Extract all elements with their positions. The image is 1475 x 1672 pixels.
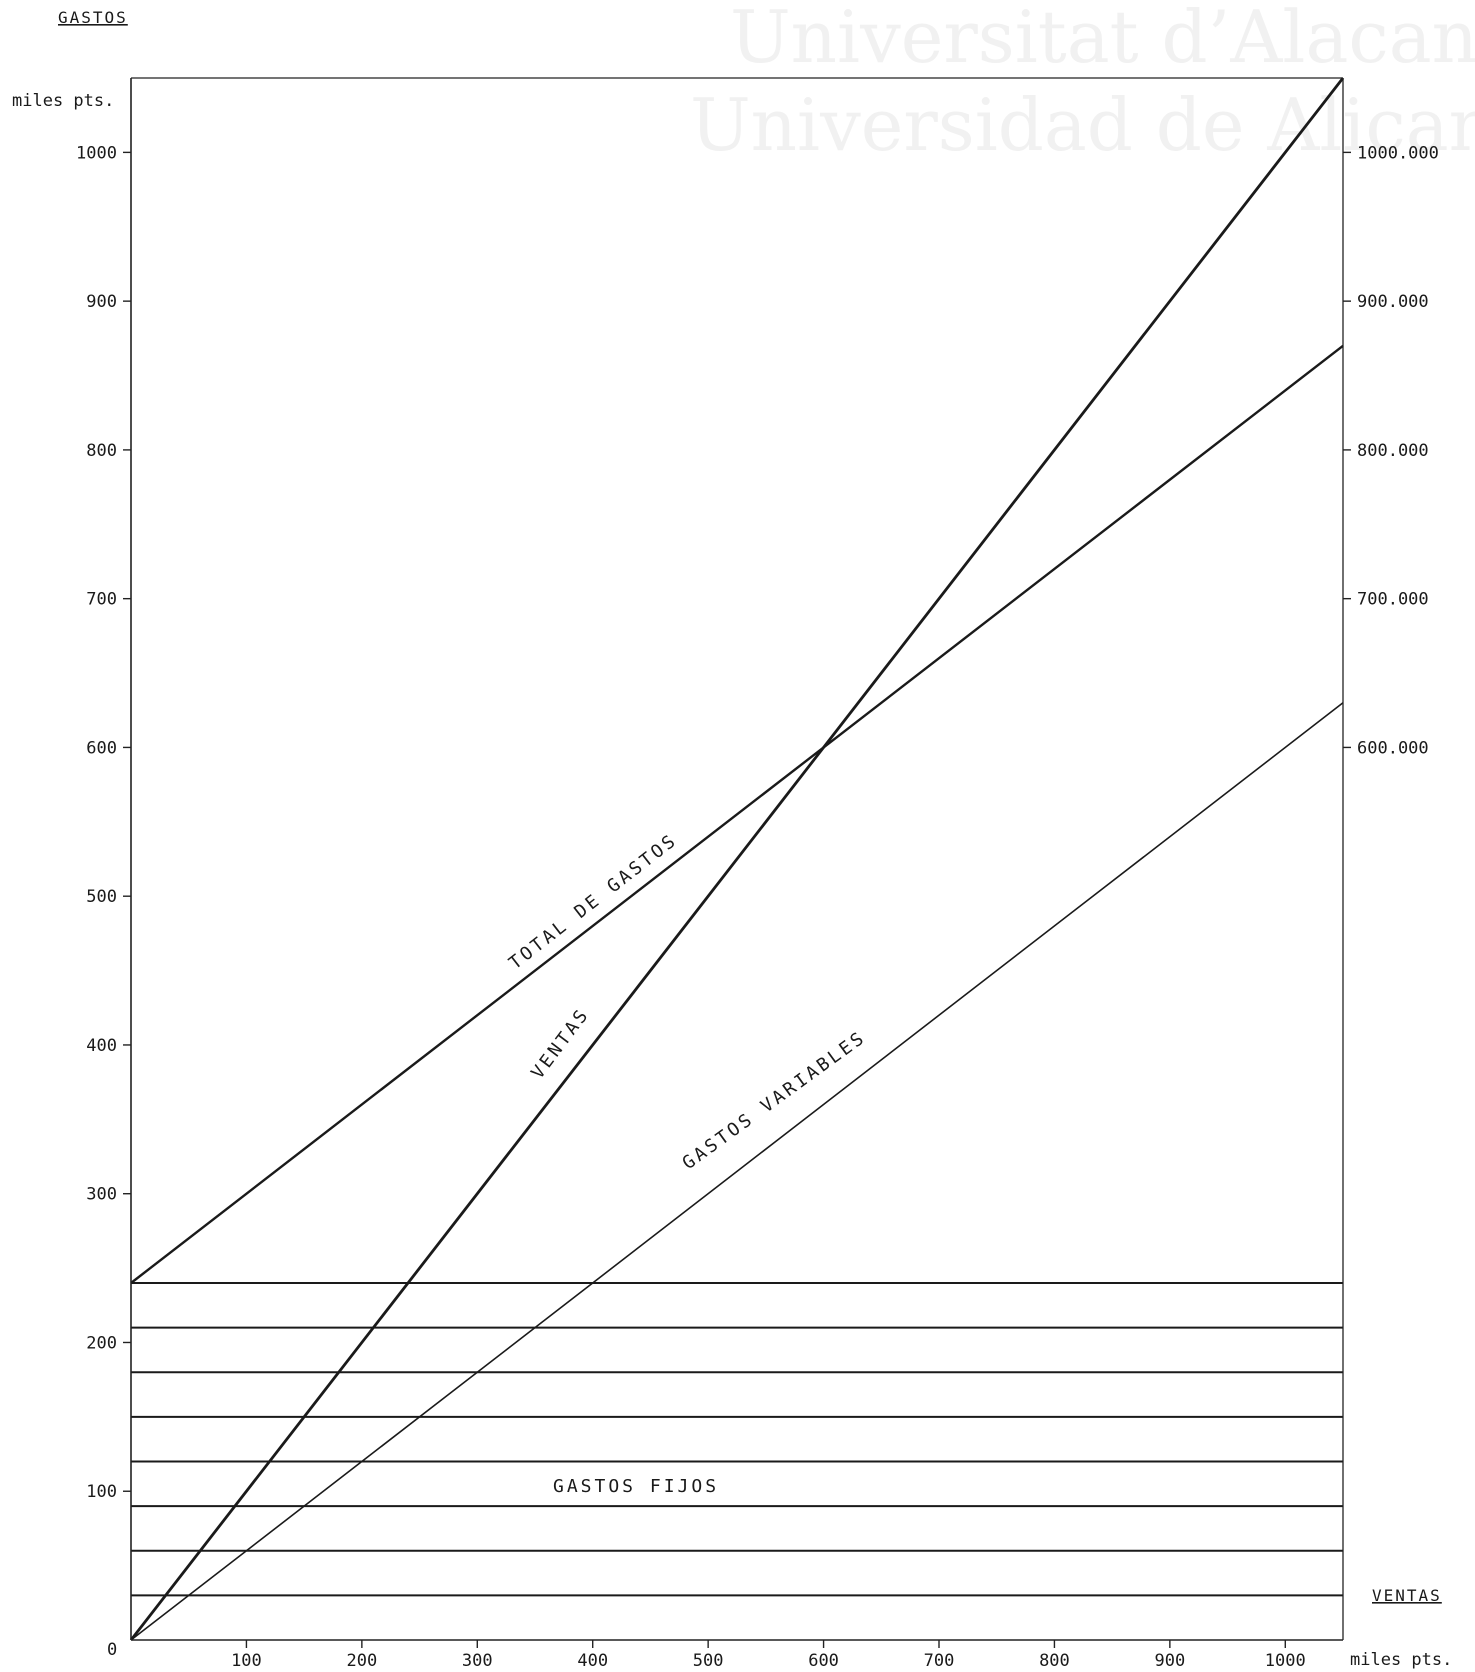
- x-origin-label: 0: [107, 1640, 117, 1660]
- y-axis-unit: miles pts.: [12, 91, 114, 111]
- y-tick-label-1000: 1000: [76, 143, 117, 163]
- series-label-ventas: VENTAS: [527, 1004, 594, 1083]
- x-tick-label-400: 400: [577, 1651, 608, 1671]
- x-tick-label-800: 800: [1039, 1651, 1070, 1671]
- right-y-tick-label-800: 800.000: [1357, 441, 1429, 461]
- fixed-costs-label: GASTOS FIJOS: [553, 1476, 719, 1497]
- fixed-costs-group: [131, 1281, 1343, 1597]
- y-ticks: 100 200 300 400 500 600 700 800 900 1000: [76, 143, 131, 1502]
- x-tick-label-300: 300: [462, 1651, 493, 1671]
- series-line-total-gastos: [130, 344, 1344, 1284]
- x-ticks: 100 200 300 400 500 600 700 800 900 1000: [231, 1640, 1306, 1671]
- series-label-gastos-variables: GASTOS VARIABLES: [679, 1027, 870, 1174]
- watermark-line-1: Universitat d’Alacant: [730, 0, 1475, 79]
- y-tick-label-800: 800: [86, 441, 117, 461]
- x-axis-title: VENTAS: [1372, 1586, 1442, 1605]
- y-tick-label-300: 300: [86, 1185, 117, 1205]
- x-tick-label-500: 500: [693, 1651, 724, 1671]
- y-tick-label-500: 500: [86, 887, 117, 907]
- x-tick-label-900: 900: [1154, 1651, 1185, 1671]
- right-y-ticks: 600.000 700.000 800.000 900.000 1000.000: [1343, 143, 1439, 758]
- right-y-tick-label-1000: 1000.000: [1357, 143, 1439, 163]
- y-tick-label-200: 200: [86, 1333, 117, 1353]
- series-group: [129, 77, 1345, 1641]
- y-tick-label-900: 900: [86, 292, 117, 312]
- x-tick-label-200: 200: [346, 1651, 377, 1671]
- right-y-tick-label-700: 700.000: [1357, 590, 1429, 610]
- x-tick-label-1000: 1000: [1265, 1651, 1306, 1671]
- x-tick-label-600: 600: [808, 1651, 839, 1671]
- y-tick-label-600: 600: [86, 738, 117, 758]
- series-line-ventas: [129, 77, 1345, 1641]
- series-label-total-gastos: TOTAL DE GASTOS: [505, 830, 681, 974]
- series-line-gastos-variables: [130, 702, 1344, 1641]
- y-tick-label-700: 700: [86, 590, 117, 610]
- y-axis-title: GASTOS: [58, 8, 128, 27]
- x-tick-label-100: 100: [231, 1651, 262, 1671]
- right-y-tick-label-600: 600.000: [1357, 738, 1429, 758]
- y-tick-label-100: 100: [86, 1482, 117, 1502]
- x-axis-unit: miles pts.: [1350, 1650, 1452, 1670]
- y-tick-label-400: 400: [86, 1036, 117, 1056]
- right-y-tick-label-900: 900.000: [1357, 292, 1429, 312]
- x-tick-label-700: 700: [924, 1651, 955, 1671]
